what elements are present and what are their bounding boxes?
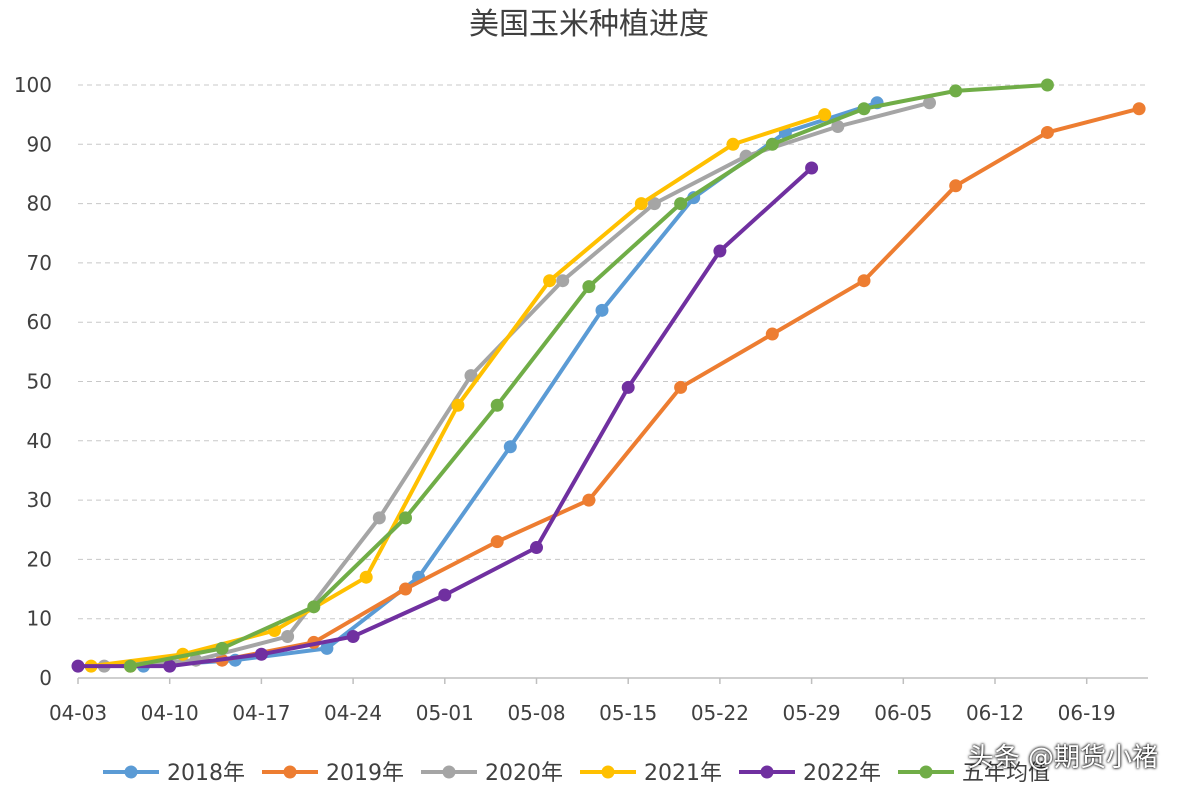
legend: 2018年 2019年 2020年 2021年 2022年 五年均值 [103, 761, 1050, 786]
data-point [281, 629, 295, 643]
data-point [674, 380, 688, 394]
y-tick-label: 60 [27, 310, 52, 334]
data-point [372, 511, 386, 525]
legend-marker [760, 765, 774, 779]
data-point [582, 493, 596, 507]
legend-label: 2022年 [803, 761, 881, 786]
data-point [726, 137, 740, 151]
data-point [595, 303, 609, 317]
y-tick-label: 90 [27, 132, 52, 156]
data-point [634, 197, 648, 211]
data-point [438, 588, 452, 602]
data-point [582, 280, 596, 294]
data-point [490, 398, 504, 412]
data-point [451, 398, 465, 412]
x-tick-label: 04-03 [49, 701, 107, 725]
series-line [130, 106, 1140, 669]
y-tick-label: 0 [39, 666, 52, 690]
x-tick-label: 05-15 [599, 701, 657, 725]
data-point [346, 629, 360, 643]
data-point [818, 108, 832, 122]
series-line [104, 100, 931, 669]
data-point [464, 369, 478, 383]
data-point [71, 659, 85, 673]
data-point [163, 659, 177, 673]
series-line [143, 100, 878, 669]
data-point [320, 641, 334, 655]
x-tick-label: 06-19 [1058, 701, 1116, 725]
data-point [399, 582, 412, 596]
data-point [503, 440, 517, 454]
data-point [123, 659, 137, 673]
series-line [130, 83, 1048, 669]
legend-marker [124, 765, 138, 779]
y-tick-label: 100 [14, 73, 52, 97]
x-axis: 04-03 04-10 04-17 04-24 05-01 05-08 05-15 05-22… [49, 677, 1148, 725]
chart-title: 美国玉米种植进度 [469, 7, 709, 42]
watermark: 头条 @期货小褚 [967, 743, 1158, 773]
data-point [765, 327, 779, 341]
data-point [647, 197, 661, 211]
x-tick-label: 05-01 [416, 701, 474, 725]
data-point [857, 102, 871, 116]
legend-marker [601, 765, 615, 779]
y-tick-label: 30 [27, 488, 52, 512]
series-line [90, 112, 826, 669]
y-tick-label: 70 [27, 251, 52, 275]
data-point [674, 197, 688, 211]
data-point [1040, 78, 1054, 92]
data-point [1132, 102, 1146, 116]
legend-label: 五年均值 [962, 761, 1050, 786]
data-point [543, 274, 557, 288]
y-tick-label: 80 [27, 192, 52, 216]
y-tick-label: 20 [27, 547, 52, 571]
data-point [359, 570, 373, 584]
legend-label: 2019年 [326, 761, 404, 786]
x-tick-label: 06-05 [874, 701, 932, 725]
data-point [831, 120, 845, 134]
data-point [621, 380, 635, 394]
data-point [765, 137, 779, 151]
x-tick-label: 05-29 [783, 701, 841, 725]
y-tick-label: 40 [27, 429, 52, 453]
data-point [556, 274, 570, 288]
data-point [805, 161, 819, 175]
x-tick-label: 05-22 [691, 701, 749, 725]
y-axis: 0 10 20 30 40 50 60 70 80 90 100 [14, 73, 52, 690]
x-tick-label: 04-10 [141, 701, 199, 725]
data-point [949, 84, 963, 98]
y-tick-label: 10 [27, 607, 52, 631]
legend-label: 2021年 [644, 761, 722, 786]
data-point [399, 511, 412, 525]
x-tick-label: 04-17 [232, 701, 290, 725]
data-point [490, 535, 504, 549]
x-tick-label: 05-08 [507, 701, 565, 725]
legend-marker [919, 765, 933, 779]
legend-marker [442, 765, 456, 779]
y-tick-label: 50 [27, 370, 52, 394]
data-point [713, 244, 727, 258]
legend-label: 2018年 [167, 761, 245, 786]
data-point [530, 541, 543, 555]
data-point [949, 179, 963, 193]
x-tick-label: 06-12 [966, 701, 1024, 725]
legend-marker [283, 765, 297, 779]
data-point [307, 600, 321, 614]
data-point [923, 96, 936, 110]
x-tick-label: 04-24 [324, 701, 382, 725]
data-point [254, 647, 268, 661]
legend-label: 2020年 [485, 761, 563, 786]
data-point [215, 641, 229, 655]
series-group [71, 78, 1146, 673]
data-point [857, 274, 871, 288]
data-point [1040, 125, 1054, 139]
